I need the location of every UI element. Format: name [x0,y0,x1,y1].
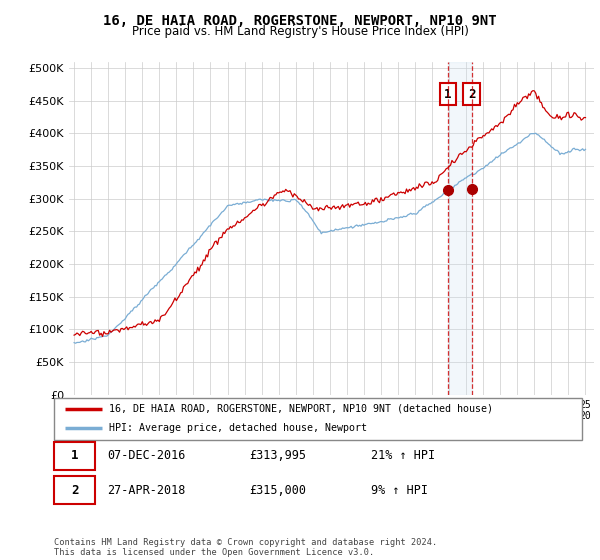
Text: 07-DEC-2016: 07-DEC-2016 [107,449,185,462]
Text: 2: 2 [71,483,79,497]
FancyBboxPatch shape [54,398,582,440]
Text: £313,995: £313,995 [250,449,307,462]
Text: 21% ↑ HPI: 21% ↑ HPI [371,449,435,462]
Text: HPI: Average price, detached house, Newport: HPI: Average price, detached house, Newp… [109,423,367,433]
FancyBboxPatch shape [54,476,95,504]
Text: £315,000: £315,000 [250,483,307,497]
Text: 27-APR-2018: 27-APR-2018 [107,483,185,497]
Text: 1: 1 [444,88,451,101]
Text: 16, DE HAIA ROAD, ROGERSTONE, NEWPORT, NP10 9NT (detached house): 16, DE HAIA ROAD, ROGERSTONE, NEWPORT, N… [109,404,493,414]
Text: Contains HM Land Registry data © Crown copyright and database right 2024.
This d: Contains HM Land Registry data © Crown c… [54,538,437,557]
Text: 2: 2 [468,88,475,101]
Bar [448,62,472,395]
Text: Price paid vs. HM Land Registry's House Price Index (HPI): Price paid vs. HM Land Registry's House … [131,25,469,38]
FancyBboxPatch shape [54,442,95,470]
Text: 1: 1 [71,449,79,462]
Text: 9% ↑ HPI: 9% ↑ HPI [371,483,428,497]
Text: 16, DE HAIA ROAD, ROGERSTONE, NEWPORT, NP10 9NT: 16, DE HAIA ROAD, ROGERSTONE, NEWPORT, N… [103,14,497,28]
